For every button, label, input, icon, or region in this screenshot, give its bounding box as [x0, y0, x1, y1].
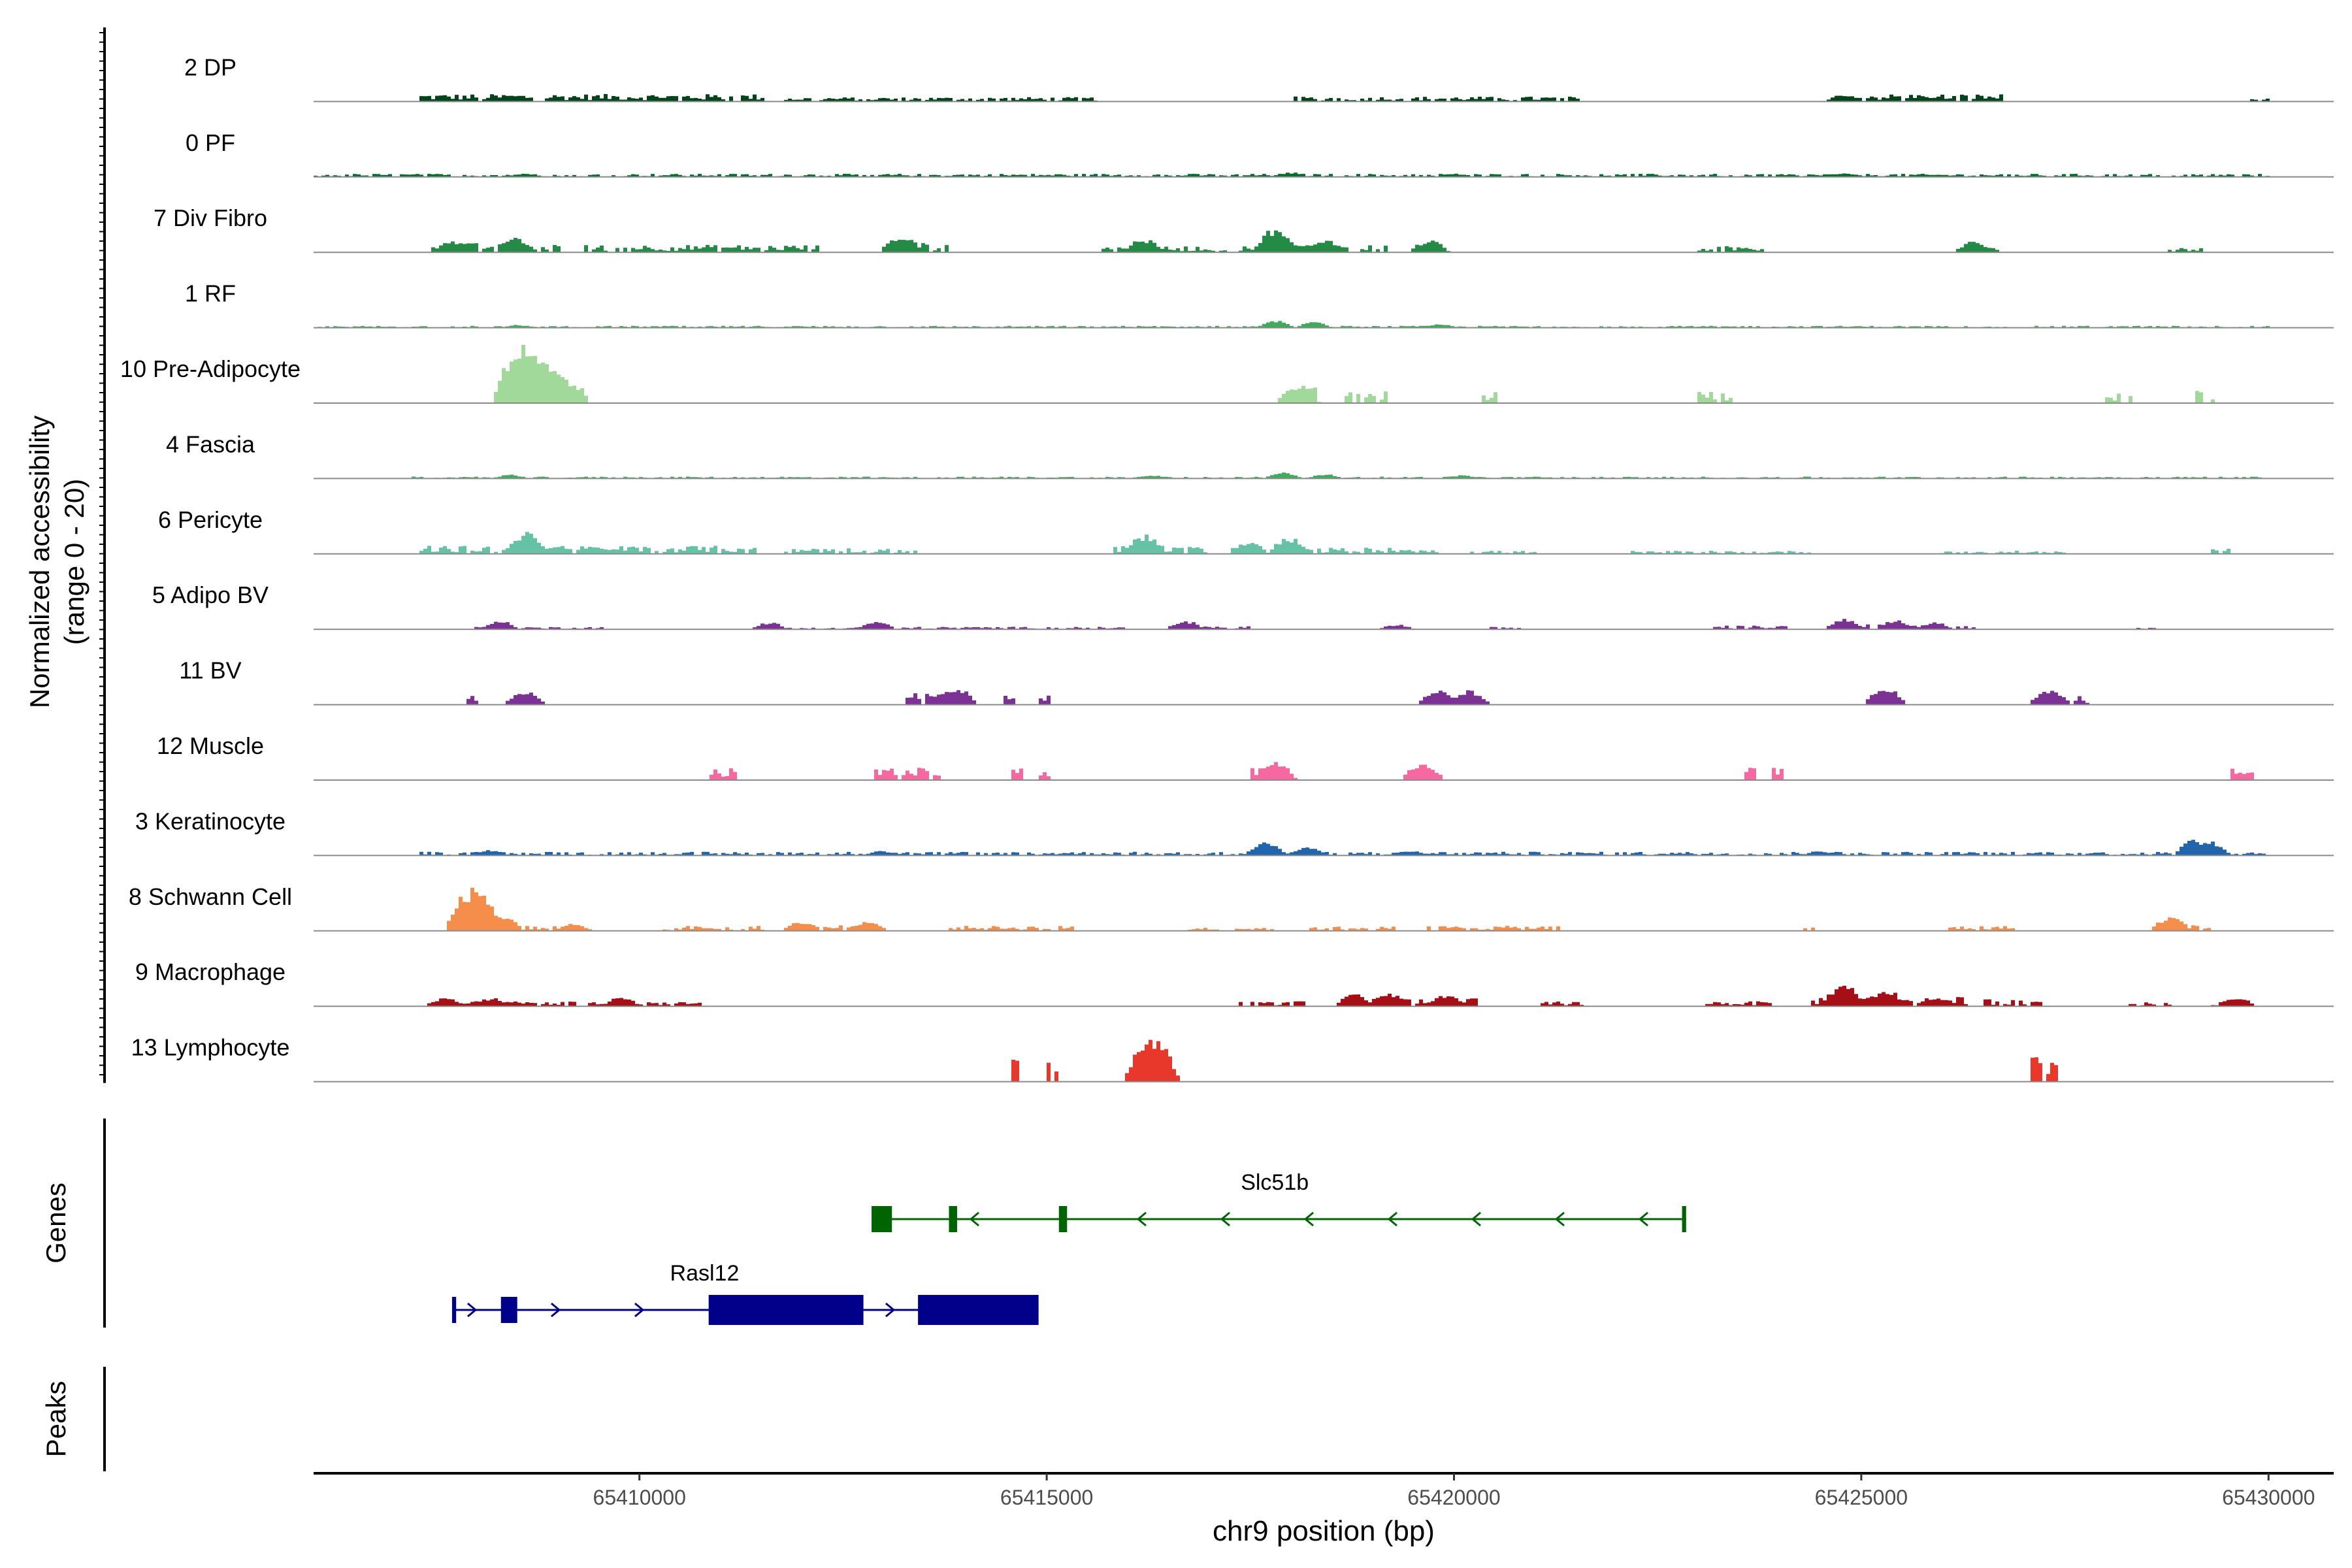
- coverage-area: [314, 985, 2340, 1007]
- coverage-area: [314, 532, 2340, 554]
- track-13-lymphocyte: 13 Lymphocyte: [131, 1034, 2340, 1083]
- track-label: 13 Lymphocyte: [131, 1034, 290, 1061]
- coverage-area: [314, 344, 2340, 403]
- gene-label: Rasl12: [670, 1261, 740, 1286]
- strand-arrow: [1638, 1211, 1649, 1227]
- x-tick-label: 65415000: [1000, 1486, 1093, 1509]
- strand-arrow: [885, 1302, 896, 1318]
- peaks-track-label: Peaks: [41, 1381, 71, 1458]
- coverage-area: [314, 230, 2340, 253]
- gene-exon: [1682, 1206, 1686, 1232]
- gene-label: Slc51b: [1241, 1170, 1309, 1195]
- coverage-area: [314, 690, 2340, 705]
- gene-exon: [708, 1295, 864, 1325]
- strand-arrow: [1303, 1211, 1315, 1227]
- track-label: 7 Div Fibro: [154, 204, 267, 231]
- gene-exon: [918, 1295, 1039, 1325]
- coverage-area: [314, 762, 2340, 780]
- track-10-pre-adipocyte: 10 Pre-Adipocyte: [120, 344, 2340, 404]
- coverage-area: [314, 1039, 2340, 1082]
- coverage-ylabel-line2: (range 0 - 20): [59, 479, 90, 645]
- track-label: 1 RF: [185, 280, 236, 307]
- track-label: 9 Macrophage: [135, 958, 286, 985]
- strand-arrow: [1220, 1211, 1231, 1227]
- track-label: 6 Pericyte: [158, 506, 263, 533]
- coverage-area: [314, 472, 2340, 479]
- track-12-muscle: 12 Muscle: [157, 732, 2340, 781]
- coverage-axis: [99, 27, 106, 1083]
- gene-exon: [872, 1206, 892, 1232]
- track-label: 8 Schwann Cell: [129, 883, 292, 910]
- strand-arrow: [634, 1302, 645, 1318]
- track-label: 4 Fascia: [166, 431, 255, 457]
- genes-track-label: Genes: [41, 1183, 71, 1264]
- x-tick-label: 65430000: [2222, 1486, 2315, 1509]
- track-label: 12 Muscle: [157, 732, 264, 759]
- strand-arrow: [1554, 1211, 1565, 1227]
- gene-rasl12: Rasl12: [451, 1261, 1039, 1325]
- track-0-pf: 0 PF: [186, 129, 2340, 178]
- coverage-tracks: 2 DP 0 PF 7 Div Fibro 1 RF 10 Pre-Adipocyte 4…: [120, 54, 2340, 1083]
- track-7-div-fibro: 7 Div Fibro: [154, 204, 2340, 253]
- track-11-bv: 11 BV: [179, 657, 2340, 706]
- track-9-macrophage: 9 Macrophage: [135, 958, 2340, 1007]
- track-label: 3 Keratinocyte: [135, 808, 286, 834]
- x-axis-label: chr9 position (bp): [1213, 1515, 1435, 1547]
- track-4-fascia: 4 Fascia: [166, 431, 2340, 480]
- x-tick-label: 65420000: [1407, 1486, 1500, 1509]
- x-tick-label: 65425000: [1815, 1486, 1908, 1509]
- strand-arrow: [969, 1211, 980, 1227]
- gene-exon: [949, 1206, 957, 1232]
- coverage-area: [314, 321, 2340, 328]
- strand-arrow: [1471, 1211, 1482, 1227]
- genes-track: Slc51b Rasl12: [451, 1170, 1686, 1325]
- gene-exon: [500, 1297, 517, 1323]
- track-label: 5 Adipo BV: [152, 581, 269, 608]
- coverage-ylabel-line1: Normalized accessibility: [24, 416, 55, 708]
- track-label: 0 PF: [186, 129, 235, 156]
- track-6-pericyte: 6 Pericyte: [158, 506, 2340, 555]
- gene-exon: [451, 1297, 457, 1323]
- track-8-schwann-cell: 8 Schwann Cell: [129, 883, 2340, 932]
- track-2-dp: 2 DP: [184, 54, 2340, 103]
- track-3-keratinocyte: 3 Keratinocyte: [135, 808, 2340, 857]
- coverage-area: [314, 93, 2340, 102]
- strand-arrow: [1136, 1211, 1147, 1227]
- coverage-area: [314, 172, 2340, 177]
- track-5-adipo-bv: 5 Adipo BV: [152, 581, 2340, 630]
- coverage-area: [314, 840, 2340, 856]
- strand-arrow: [550, 1302, 561, 1318]
- gene-slc51b: Slc51b: [872, 1170, 1686, 1232]
- track-label: 10 Pre-Adipocyte: [120, 355, 301, 382]
- strand-arrow: [466, 1302, 478, 1318]
- coverage-area: [314, 619, 2340, 630]
- gene-exon: [1058, 1206, 1068, 1232]
- track-label: 2 DP: [184, 54, 237, 80]
- track-label: 11 BV: [179, 657, 241, 684]
- strand-arrow: [1387, 1211, 1398, 1227]
- coverage-area: [314, 887, 2340, 931]
- x-tick-label: 65410000: [593, 1486, 686, 1509]
- x-axis-ticks: 65410000 65415000 65420000 65425000 65430000: [593, 1473, 2315, 1509]
- track-1-rf: 1 RF: [185, 280, 2340, 329]
